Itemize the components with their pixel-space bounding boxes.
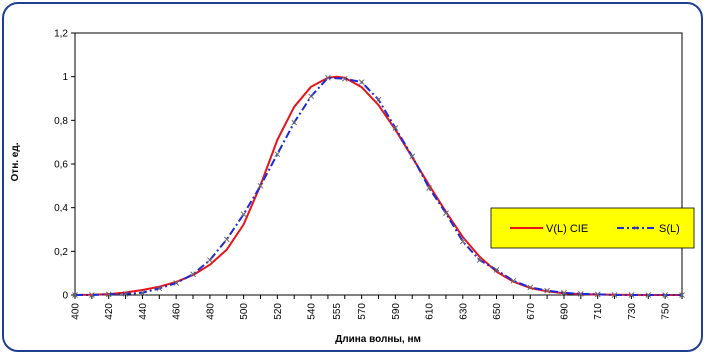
series-point-s-l [561, 289, 567, 296]
series-point-s-l [459, 238, 466, 245]
series-point-s-l [223, 236, 230, 243]
x-tick-label: 420 [104, 303, 115, 320]
series-point-s-l [443, 210, 449, 216]
series-point-s-l [173, 280, 180, 286]
y-tick-label: 0 [62, 291, 68, 302]
series-point-s-l [392, 125, 399, 131]
y-tick-label: 0,4 [54, 203, 68, 214]
y-tick-label: 0,6 [54, 160, 68, 171]
series-point-s-l [409, 153, 416, 160]
x-axis-title: Длина волны, нм [335, 334, 421, 345]
series-point-s-l [476, 257, 483, 263]
series-point-s-l [594, 291, 601, 298]
x-tick-label: 480 [205, 303, 216, 320]
series-point-s-l [257, 182, 264, 189]
legend-label-vl: V(L) CIE [546, 223, 588, 235]
series-point-s-l [662, 292, 668, 298]
series-point-s-l [240, 211, 247, 218]
x-tick-label: 610 [425, 303, 436, 320]
x-tick-label: 590 [391, 303, 402, 320]
series-point-s-l [105, 291, 112, 298]
legend-label-s: S(L) [659, 223, 680, 235]
x-tick-label: 460 [172, 303, 183, 320]
series-point-s-l [122, 291, 129, 297]
series-point-s-l [72, 292, 78, 298]
y-tick-label: 0,8 [54, 116, 68, 127]
series-point-s-l [274, 151, 281, 158]
series-point-s-l [679, 292, 685, 298]
series-point-s-l [190, 271, 196, 278]
series-point-s-l [577, 291, 584, 297]
x-tick-label: 400 [71, 303, 82, 320]
series-point-s-l [291, 119, 298, 126]
series-point-s-l [207, 257, 213, 263]
legend: V(L) CIE × S(L) [490, 207, 695, 249]
x-tick-label: 650 [492, 303, 503, 320]
x-tick-label: 440 [138, 303, 149, 320]
x-tick-label: 710 [593, 303, 604, 320]
y-axis-title: Отн. ед. [10, 142, 21, 181]
series-point-s-l [645, 292, 652, 298]
series-point-s-l [527, 284, 534, 291]
y-tick-label: 1,2 [54, 29, 68, 40]
plot-area [74, 32, 683, 296]
series-point-s-l [510, 277, 517, 284]
series-point-s-l [156, 285, 163, 292]
series-point-s-l [611, 292, 618, 298]
series-point-s-l [358, 79, 365, 85]
series-point-s-l [493, 267, 500, 273]
y-tick-label: 0,2 [54, 247, 68, 258]
series-point-s-l [325, 74, 331, 81]
series-point-s-l [139, 289, 146, 296]
series-point-s-l [89, 292, 95, 298]
x-tick-label: 630 [458, 303, 469, 320]
series-point-s-l [341, 75, 348, 82]
x-tick-label: 520 [273, 303, 284, 320]
series-point-s-l [426, 185, 432, 191]
x-tick-label: 670 [526, 303, 537, 320]
x-tick-label: 555 [332, 303, 343, 320]
x-tick-label: 750 [661, 303, 672, 320]
legend-marker-s: × [633, 223, 638, 233]
x-tick-label: 500 [239, 303, 250, 320]
series-point-s-l [375, 96, 382, 103]
x-tick-label: 690 [559, 303, 570, 320]
y-tick-label: 1 [62, 72, 68, 83]
series-point-s-l [628, 292, 635, 298]
x-tick-label: 570 [357, 303, 368, 320]
x-tick-label: 540 [307, 303, 318, 320]
series-point-s-l [308, 93, 314, 100]
series-point-s-l [544, 287, 550, 294]
x-tick-label: 730 [627, 303, 638, 320]
